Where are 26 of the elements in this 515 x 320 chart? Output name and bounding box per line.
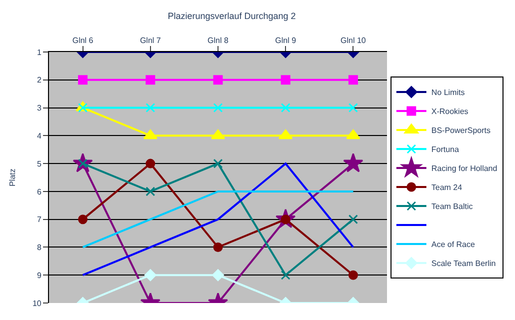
chart-title: Plazierungsverlauf Durchgang 2	[168, 11, 296, 22]
y-tick-label: 1	[36, 48, 42, 57]
y-tick-label: 2	[36, 76, 42, 85]
y-tick-label: 6	[36, 187, 42, 196]
y-tick-label: 3	[36, 104, 42, 113]
legend-label: Fortuna	[431, 145, 460, 154]
y-axis-title: Platz	[8, 168, 18, 186]
x-tick-label: Glnl 10	[340, 36, 366, 45]
y-tick-label: 7	[36, 215, 42, 224]
x-tick-label: Glnl 7	[140, 36, 162, 45]
y-tick-label: 5	[36, 159, 42, 168]
y-tick-label: 9	[36, 270, 42, 280]
y-tick-label: 8	[36, 243, 42, 252]
legend-label: Team Baltic	[431, 202, 473, 212]
legend-label: No Limits	[431, 88, 465, 98]
x-tick-label: Glnl 8	[208, 36, 229, 45]
legend-label: X-Rookies	[431, 107, 468, 116]
y-tick-label: 4	[36, 131, 42, 140]
legend-label: BS-PowerSports	[431, 126, 491, 136]
x-tick-label: Glnl 6	[72, 36, 94, 45]
legend-label: Ace of Race	[431, 240, 476, 250]
legend-label: Team 24	[431, 183, 463, 192]
y-tick-label: 10	[32, 298, 42, 308]
x-tick-label: Glnl 9	[275, 36, 297, 45]
legend-label: Scale Team Berlin	[431, 259, 496, 268]
legend-label: Racing for Holland	[431, 164, 498, 174]
